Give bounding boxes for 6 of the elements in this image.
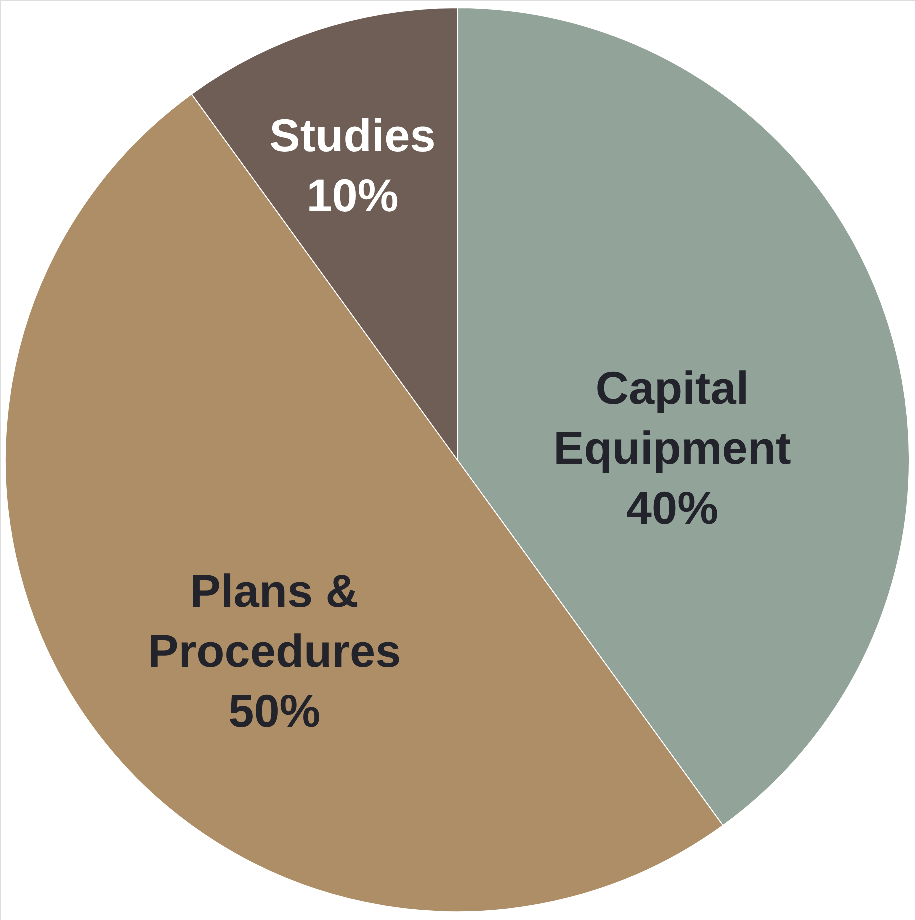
slice-label: Plans & Procedures (148, 564, 402, 677)
slice-label: Capital Equipment (554, 362, 792, 474)
data-label: 50% (228, 684, 321, 737)
slice-label: Studies (270, 110, 436, 162)
data-label: 10% (306, 170, 399, 222)
data-label: 40% (626, 482, 718, 534)
